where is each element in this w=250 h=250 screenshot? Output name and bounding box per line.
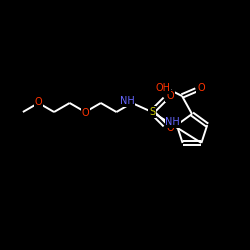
Text: O: O [166, 91, 174, 101]
Text: O: O [35, 97, 42, 107]
Text: O: O [166, 123, 174, 133]
Text: O: O [82, 108, 89, 118]
Text: OH: OH [156, 83, 170, 93]
Text: NH: NH [166, 117, 180, 127]
Text: NH: NH [120, 96, 134, 106]
Text: S: S [149, 107, 155, 117]
Text: O: O [197, 83, 205, 93]
